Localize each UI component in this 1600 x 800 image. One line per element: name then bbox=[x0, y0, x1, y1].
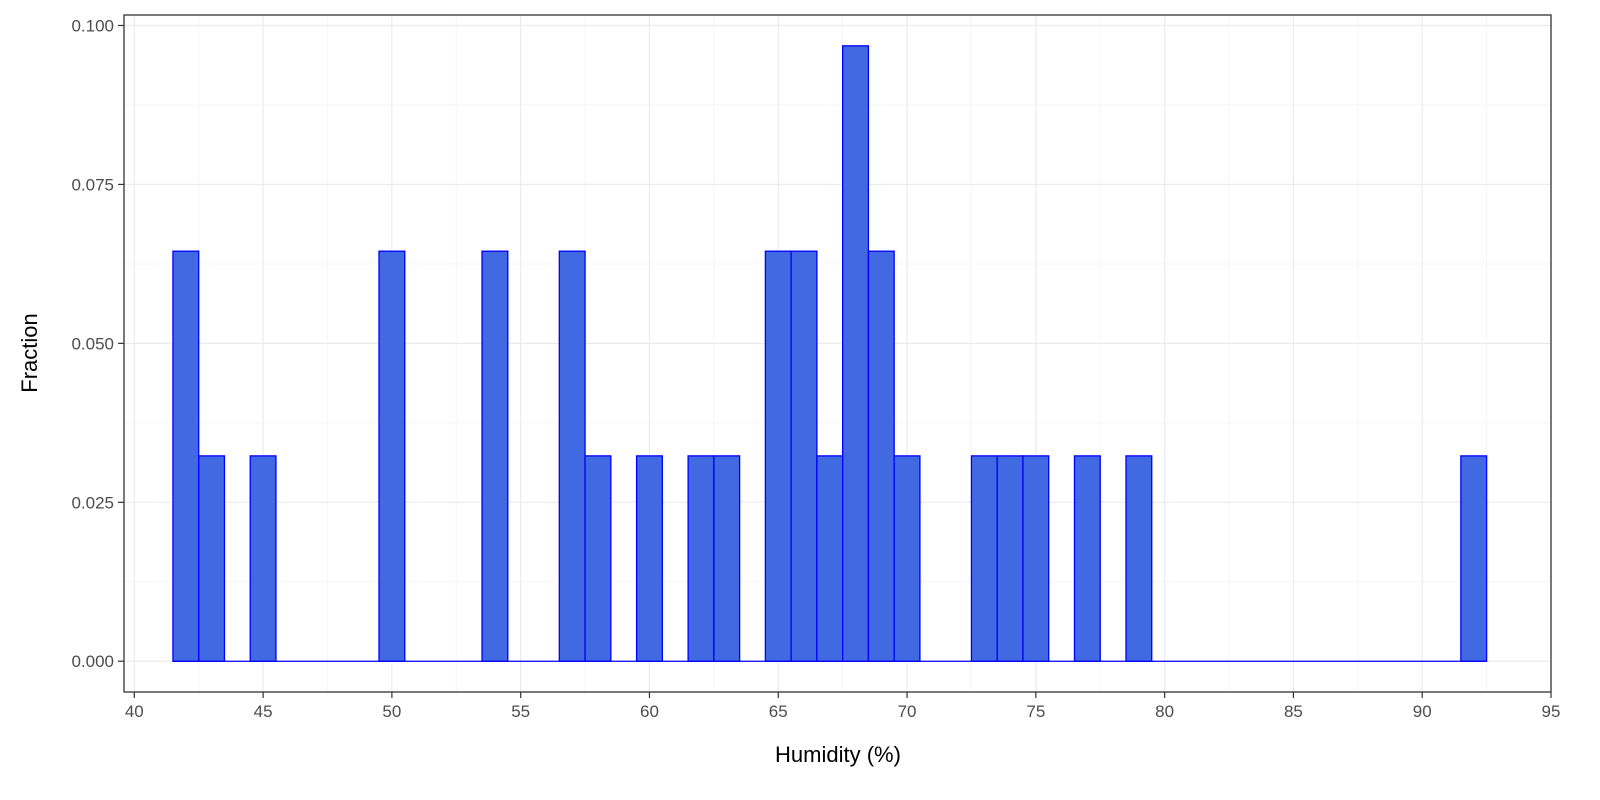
histogram-bar bbox=[687, 455, 715, 662]
histogram-bar bbox=[842, 45, 870, 662]
histogram-bar bbox=[996, 455, 1024, 662]
histogram-bar bbox=[481, 250, 509, 662]
y-tick-label: 0.025 bbox=[71, 493, 114, 512]
histogram-bar bbox=[893, 455, 921, 662]
histogram-bar bbox=[558, 250, 586, 662]
x-tick-label: 40 bbox=[125, 702, 144, 721]
x-tick-label: 60 bbox=[640, 702, 659, 721]
x-tick-label: 50 bbox=[382, 702, 401, 721]
y-tick-label: 0.075 bbox=[71, 175, 114, 194]
x-tick-label: 85 bbox=[1284, 702, 1303, 721]
histogram-bar bbox=[1125, 455, 1153, 662]
histogram-bar bbox=[584, 455, 612, 662]
y-tick-label: 0.050 bbox=[71, 334, 114, 353]
histogram-bar bbox=[713, 455, 741, 662]
axes: 40 45 50 55 60 65 70 75 80 85 90 95 0.000 0.025 0.050 0… bbox=[71, 14, 1561, 721]
x-tick-label: 75 bbox=[1026, 702, 1045, 721]
y-axis-title: Fraction bbox=[17, 313, 42, 392]
histogram-bar bbox=[764, 250, 792, 662]
histogram-bar bbox=[172, 250, 200, 662]
x-axis-title: Humidity (%) bbox=[775, 742, 901, 767]
x-tick-label: 80 bbox=[1155, 702, 1174, 721]
histogram-bar bbox=[816, 455, 844, 662]
histogram-bar bbox=[1460, 455, 1488, 662]
x-tick-label: 90 bbox=[1413, 702, 1432, 721]
histogram-bar bbox=[378, 250, 406, 662]
histogram-bar bbox=[867, 250, 895, 662]
histogram-bar bbox=[970, 455, 998, 662]
histogram-bar bbox=[1073, 455, 1101, 662]
histogram-bars bbox=[172, 45, 1488, 662]
histogram-bar bbox=[635, 455, 663, 662]
x-tick-label: 70 bbox=[898, 702, 917, 721]
histogram-bar bbox=[249, 455, 277, 662]
x-tick-label: 65 bbox=[769, 702, 788, 721]
y-tick-label: 0.100 bbox=[71, 16, 114, 35]
x-tick-label: 95 bbox=[1542, 702, 1561, 721]
x-tick-label: 55 bbox=[511, 702, 530, 721]
panel-border bbox=[123, 14, 1552, 693]
histogram-bar bbox=[1022, 455, 1050, 662]
x-tick-label: 45 bbox=[254, 702, 273, 721]
histogram-bar bbox=[790, 250, 818, 662]
y-tick-label: 0.000 bbox=[71, 652, 114, 671]
histogram-bar bbox=[198, 455, 226, 662]
